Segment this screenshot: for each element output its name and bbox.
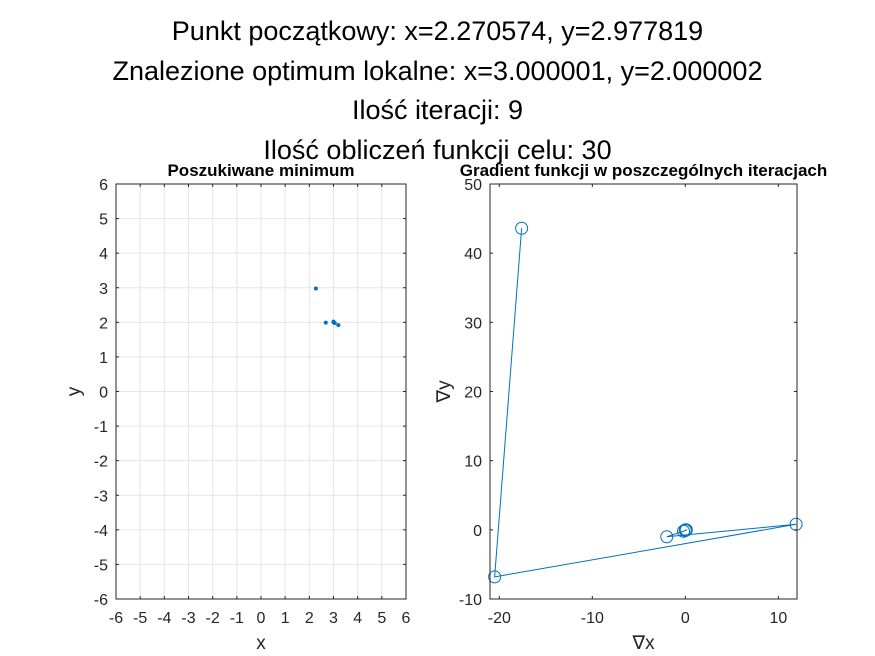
plot-minimum-marks — [313, 286, 341, 328]
data-point — [331, 320, 336, 325]
x-tick-label: -4 — [157, 610, 171, 627]
y-tick-label: -6 — [94, 592, 108, 609]
x-tick-label: 1 — [281, 610, 290, 627]
x-tick-label: -6 — [109, 610, 123, 627]
y-tick-label: -4 — [94, 523, 108, 540]
y-tick-label: 6 — [99, 177, 108, 194]
x-tick-label: -2 — [206, 610, 220, 627]
x-tick-label: 4 — [353, 610, 362, 627]
x-tick-label: -3 — [181, 610, 195, 627]
y-tick-label: 1 — [99, 350, 108, 367]
y-tick-label: -5 — [94, 557, 108, 574]
data-point — [660, 530, 674, 544]
y-tick-label: 2 — [99, 315, 108, 332]
y-tick-label: 3 — [99, 281, 108, 298]
plot-minimum-xlabel: x — [256, 633, 266, 654]
y-tick-label: 20 — [464, 385, 482, 402]
y-tick-label: -2 — [94, 454, 108, 471]
x-tick-label: 5 — [377, 610, 386, 627]
data-point — [678, 523, 692, 537]
data-point — [488, 570, 502, 584]
plot-minimum-ylabel: y — [64, 386, 85, 396]
y-tick-label: 30 — [464, 315, 482, 332]
plot-gradient-ylabel: ∇y — [434, 380, 455, 404]
x-tick-label: 10 — [769, 610, 787, 627]
x-tick-label: 0 — [257, 610, 266, 627]
data-point — [323, 320, 328, 325]
x-tick-label: 0 — [681, 610, 690, 627]
plot-gradient-xlabel: ∇x — [631, 633, 655, 654]
plot-gradient: -20 -10 0 10 -10 0 10 20 30 40 50 Gradient funkcji… — [434, 161, 827, 654]
figure-title-line-2: Znalezione optimum lokalne: x=3.000001, … — [112, 56, 763, 86]
plot-gradient-axes-box — [489, 183, 798, 600]
y-tick-label: 0 — [99, 385, 108, 402]
x-tick-label: -20 — [488, 610, 511, 627]
figure-title-line-4: Ilość obliczeń funkcji celu: 30 — [263, 135, 612, 165]
y-tick-label: 40 — [464, 246, 482, 263]
y-tick-label: 0 — [473, 523, 482, 540]
data-point — [515, 221, 529, 235]
y-tick-label: -3 — [94, 488, 108, 505]
plot-gradient-title: Gradient funkcji w poszczególnych iterac… — [460, 161, 827, 180]
plot-minimum-title: Poszukiwane minimum — [167, 161, 354, 180]
x-tick-label: -10 — [581, 610, 604, 627]
x-tick-label: -5 — [133, 610, 147, 627]
data-point — [336, 323, 341, 328]
plot-gradient-marks — [488, 221, 803, 584]
x-tick-label: 2 — [305, 610, 314, 627]
y-tick-label: 4 — [99, 246, 108, 263]
y-tick-label: 50 — [464, 177, 482, 194]
series-line — [494, 228, 797, 578]
x-tick-label: 6 — [402, 610, 411, 627]
x-tick-label: -1 — [230, 610, 244, 627]
y-tick-label: 5 — [99, 212, 108, 229]
x-tick-label: 3 — [329, 610, 338, 627]
y-tick-label: 10 — [464, 454, 482, 471]
plot-gradient-ticks: -20 -10 0 10 -10 0 10 20 30 40 50 — [459, 177, 797, 627]
plot-minimum-grid — [115, 183, 407, 600]
y-tick-label: -1 — [94, 419, 108, 436]
figure-title-line-1: Punkt początkowy: x=2.270574, y=2.977819 — [171, 16, 704, 46]
y-tick-label: -10 — [459, 592, 482, 609]
figure-title-line-3: Ilość iteracji: 9 — [351, 95, 524, 125]
data-point — [313, 286, 318, 291]
